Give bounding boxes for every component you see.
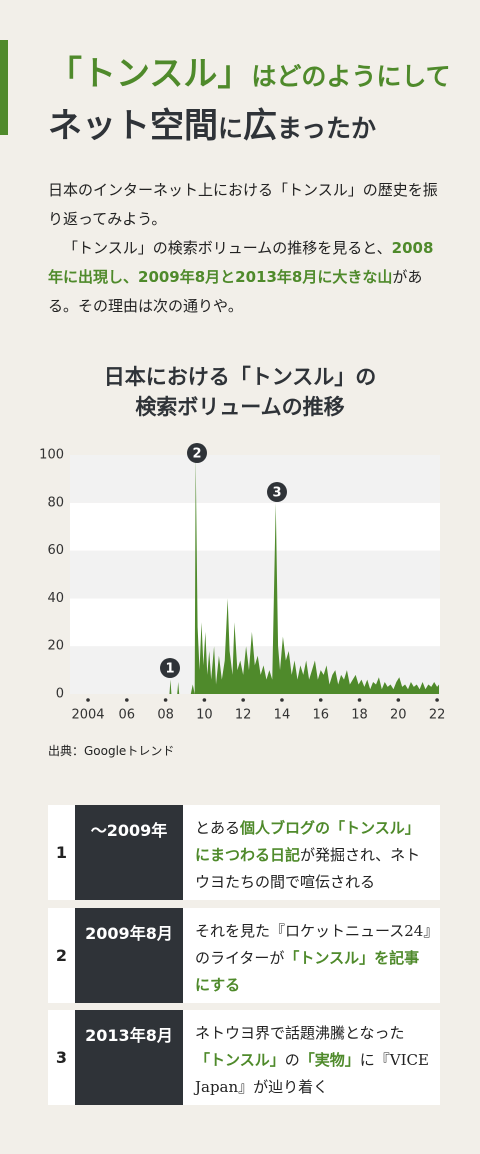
text-run: 個人ブログの「トンスル」にまつわる日記 xyxy=(195,819,420,864)
x-tick-label: 10 xyxy=(196,708,213,723)
x-tick xyxy=(435,698,439,702)
row-number: 3 xyxy=(55,1048,68,1067)
title-part: 広 xyxy=(243,106,278,146)
title-part: に xyxy=(218,114,244,143)
x-tick-label: 12 xyxy=(235,708,252,723)
title-part: はどのようにして xyxy=(251,62,451,91)
annotation-marker xyxy=(160,658,180,678)
grid-band xyxy=(70,598,440,647)
text-run: に『VICE Japan』が辿り着く xyxy=(195,1051,429,1096)
x-tick-label: 16 xyxy=(312,708,329,723)
row-date: 2009年8月 xyxy=(75,907,183,1003)
text-run: ネトウヨ界で話題沸騰となった xyxy=(195,1024,405,1042)
annotation-label: 3 xyxy=(272,486,281,501)
chart-title: 日本における「トンスル」の 検索ボリュームの推移 xyxy=(0,362,480,422)
row-description: それを見た『ロケットニュース24』のライターが「トンスル」を記事にする xyxy=(183,908,440,1003)
x-tick xyxy=(357,698,362,702)
x-tick xyxy=(125,698,129,702)
x-tick-label: 14 xyxy=(274,708,291,723)
text-run: 「トンスル」の検索ボリュームの推移を見ると、 xyxy=(63,239,392,257)
text-run: とある xyxy=(195,819,241,837)
y-tick-label: 40 xyxy=(47,591,64,606)
accent-bar xyxy=(0,40,8,135)
annotation-marker xyxy=(267,482,287,502)
title-line: ネット空間に広まったか xyxy=(48,98,376,147)
intro: 日本のインターネット上における「トンスル」の歴史を振り返ってみよう。「トンスル」… xyxy=(48,176,440,321)
paragraph: 「トンスル」の検索ボリュームの推移を見ると、2008年に出現し、2009年8月と… xyxy=(48,234,440,321)
y-tick-label: 100 xyxy=(39,448,64,463)
x-tick-label: 06 xyxy=(119,708,136,723)
text-run: の xyxy=(284,1051,300,1069)
text-run: 日本のインターネット上における「トンスル」の歴史を振り返ってみよう。 xyxy=(48,181,438,228)
annotation-label: 2 xyxy=(192,447,201,462)
x-tick xyxy=(86,698,90,702)
paragraph: 日本のインターネット上における「トンスル」の歴史を振り返ってみよう。 xyxy=(48,176,440,234)
row-description: ネトウヨ界で話題沸騰となった「トンスル」の「実物」に『VICE Japan』が辿… xyxy=(183,1010,440,1105)
y-tick-label: 80 xyxy=(47,495,64,510)
table-row: 1 〜2009年 とある個人ブログの「トンスル」にまつわる日記が発掘され、ネトウヨた… xyxy=(48,805,440,900)
text-run: それを見た『ロケットニュース24』のライターが xyxy=(195,921,431,967)
annotation-marker xyxy=(187,443,207,463)
x-tick-label: 20 xyxy=(390,708,407,723)
text-run: が発掘され、ネトウヨたちの間で喧伝される xyxy=(195,846,421,891)
x-tick-label: 08 xyxy=(157,708,174,723)
text-run: がある。その理由は次の通りや。 xyxy=(48,268,423,315)
title-line: 「トンスル」はどのようにして xyxy=(48,46,451,95)
title-part: 「トンスル」 xyxy=(48,54,252,94)
text-run: 「トンスル」を記事にする xyxy=(195,948,420,994)
source: 出典：Googleトレンド xyxy=(48,744,175,758)
text-run: 2008年に出現し、2009年8月と2013年8月に大きな山 xyxy=(48,239,434,286)
row-date: 2013年8月 xyxy=(75,1010,183,1105)
x-tick xyxy=(396,698,401,702)
grid-band xyxy=(70,502,440,551)
chart-title-line: 検索ボリュームの推移 xyxy=(135,395,345,419)
row-date: 〜2009年 xyxy=(75,805,183,900)
y-tick-label: 60 xyxy=(47,543,64,558)
x-tick xyxy=(163,698,168,702)
text-run: 「実物」 xyxy=(299,1051,360,1069)
table-row: 3 2013年8月 ネトウヨ界で話題沸騰となった「トンスル」の「実物」に『VICE … xyxy=(48,1010,440,1105)
text-run: 「トンスル」 xyxy=(195,1051,285,1069)
x-tick xyxy=(241,698,245,702)
row-number: 1 xyxy=(55,843,68,862)
x-tick xyxy=(318,698,323,702)
table-row: 2 2009年8月 それを見た『ロケットニュース24』のライターが「トンスル」を記事… xyxy=(48,907,440,1003)
title-part: ネット空間 xyxy=(48,106,218,146)
y-tick-label: 20 xyxy=(47,639,64,654)
grid-band xyxy=(70,550,440,599)
grid-band xyxy=(70,455,440,503)
x-tick-label: 22 xyxy=(429,708,446,723)
x-tick-label: 2004 xyxy=(71,708,104,723)
row-description: とある個人ブログの「トンスル」にまつわる日記が発掘され、ネトウヨたちの間で喧伝さ… xyxy=(183,805,440,900)
x-tick xyxy=(202,698,207,702)
title-part: まったか xyxy=(277,114,377,143)
annotation-label: 1 xyxy=(165,662,174,677)
y-tick-label: 0 xyxy=(56,687,64,702)
row-number: 2 xyxy=(55,945,68,965)
x-tick xyxy=(280,698,284,702)
x-tick-label: 18 xyxy=(351,708,368,723)
area xyxy=(169,455,440,694)
chart-title-line: 日本における「トンスル」の xyxy=(103,365,377,389)
